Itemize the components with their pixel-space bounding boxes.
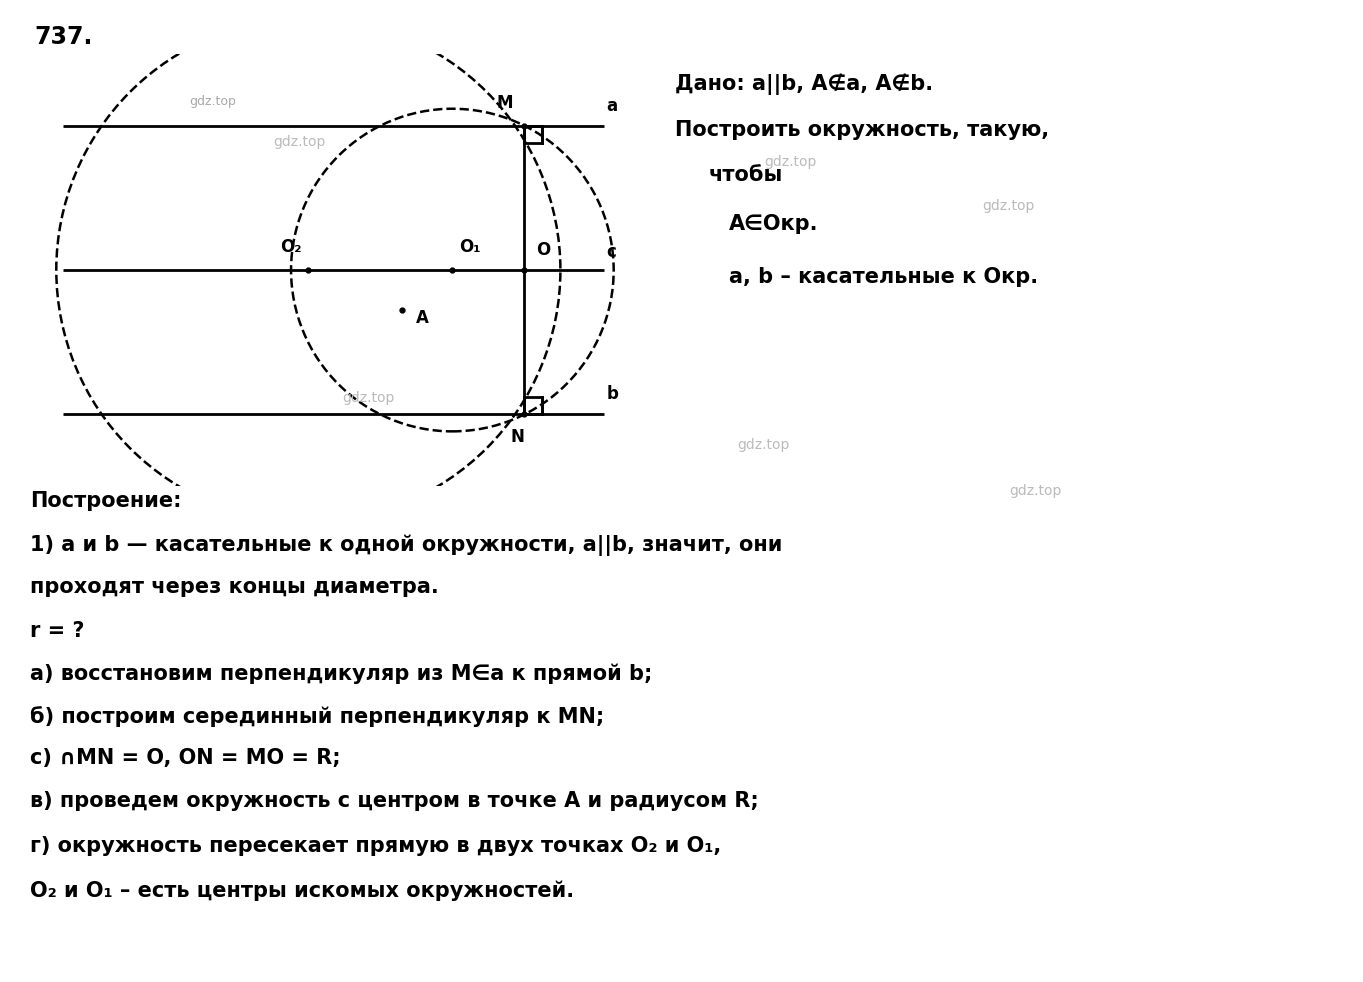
Text: gdz.top: gdz.top — [983, 199, 1035, 213]
Text: г) окружность пересекает прямую в двух точках O₂ и O₁,: г) окружность пересекает прямую в двух т… — [30, 836, 721, 855]
Text: проходят через концы диаметра.: проходят через концы диаметра. — [30, 577, 439, 597]
Text: O₂: O₂ — [279, 238, 301, 255]
Text: gdz.top: gdz.top — [274, 136, 326, 149]
Text: Дано: a||b, A∉a, A∉b.: Дано: a||b, A∉a, A∉b. — [675, 74, 932, 95]
Text: A: A — [416, 308, 429, 327]
Text: чтобы: чтобы — [709, 165, 784, 185]
Text: O₂ и O₁ – есть центры искомых окружностей.: O₂ и O₁ – есть центры искомых окружносте… — [30, 881, 574, 901]
Text: A∈Окр.: A∈Окр. — [729, 214, 819, 234]
Text: gdz.top: gdz.top — [765, 155, 816, 169]
Text: gdz.top: gdz.top — [1010, 484, 1062, 498]
Text: Построить окружность, такую,: Построить окружность, такую, — [675, 120, 1048, 139]
Text: c: c — [607, 244, 616, 261]
Text: gdz.top: gdz.top — [342, 391, 394, 405]
Text: 1) a и b — касательные к одной окружности, a||b, значит, они: 1) a и b — касательные к одной окружност… — [30, 534, 782, 556]
Text: Построение:: Построение: — [30, 491, 181, 511]
Text: O₁: O₁ — [459, 238, 481, 255]
Text: в) проведем окружность с центром в точке A и радиусом R;: в) проведем окружность с центром в точке… — [30, 791, 759, 811]
Text: a: a — [607, 96, 617, 115]
Text: а) восстановим перпендикуляр из M∈a к прямой b;: а) восстановим перпендикуляр из M∈a к пр… — [30, 664, 653, 684]
Text: a, b – касательные к Окр.: a, b – касательные к Окр. — [729, 267, 1039, 287]
Text: r = ?: r = ? — [30, 621, 85, 640]
Text: gdz.top: gdz.top — [189, 95, 236, 108]
Text: b: b — [607, 385, 619, 403]
Text: б) построим серединный перпендикуляр к MN;: б) построим серединный перпендикуляр к M… — [30, 706, 604, 727]
Text: N: N — [510, 428, 525, 447]
Text: 737.: 737. — [34, 25, 93, 48]
Text: gdz.top: gdz.top — [737, 438, 789, 452]
Text: c) ∩MN = O, ON = MO = R;: c) ∩MN = O, ON = MO = R; — [30, 748, 341, 768]
Text: M: M — [496, 93, 512, 112]
Text: O: O — [536, 241, 551, 258]
